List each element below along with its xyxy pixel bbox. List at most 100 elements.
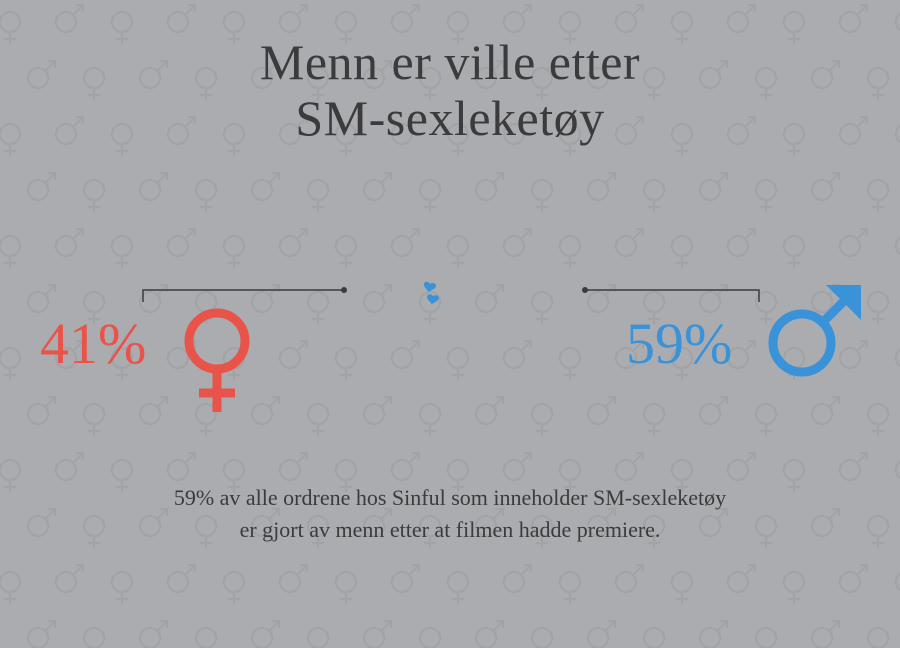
pattern-symbol (166, 563, 197, 594)
pattern-symbol (278, 563, 309, 594)
pattern-symbol (250, 619, 281, 648)
male-mini-heart (426, 294, 439, 305)
pattern-symbol (530, 290, 554, 324)
pattern-symbol (502, 563, 533, 594)
pattern-symbol (586, 171, 617, 202)
pattern-symbol (362, 171, 393, 202)
pattern-symbol (894, 124, 900, 144)
male-connector-dot (582, 287, 588, 293)
pattern-symbol (502, 3, 533, 34)
pattern-symbol (726, 227, 757, 258)
pattern-symbol (838, 339, 869, 370)
pattern-symbol (362, 507, 393, 538)
pattern-symbol (110, 570, 134, 604)
pattern-symbol (306, 290, 330, 324)
page-title-line-1: Menn er ville etter (259, 34, 641, 90)
pattern-symbol (866, 290, 890, 324)
female-percentage: 41% (40, 311, 147, 376)
pattern-symbol (838, 451, 869, 482)
pattern-symbol (782, 234, 806, 268)
pattern-symbol (54, 227, 85, 258)
pattern-symbol (110, 10, 134, 44)
pattern-symbol (754, 514, 778, 548)
pattern-symbol (390, 451, 421, 482)
male-symbol-icon (768, 285, 861, 377)
pattern-symbol (278, 451, 309, 482)
pattern-symbol (698, 171, 729, 202)
pattern-symbol (0, 234, 22, 268)
pattern-symbol (110, 346, 134, 380)
pattern-symbol (558, 122, 582, 156)
pattern-symbol (222, 122, 246, 156)
pattern-symbol (698, 59, 729, 90)
pattern-symbol (334, 10, 358, 44)
pattern-symbol (894, 348, 900, 368)
pattern-symbol (754, 626, 778, 648)
pattern-symbol (334, 458, 358, 492)
pattern-symbol (446, 570, 470, 604)
pattern-symbol (222, 458, 246, 492)
pattern-symbol (306, 514, 330, 548)
pattern-symbol (278, 115, 309, 146)
pattern-symbol (726, 339, 757, 370)
pattern-symbol (670, 122, 694, 156)
pattern-symbol (810, 619, 841, 648)
pattern-symbol (838, 227, 869, 258)
pattern-symbol (894, 460, 900, 480)
male-percentage: 59% (626, 311, 733, 376)
pattern-symbol (278, 227, 309, 258)
pattern-symbol (222, 570, 246, 604)
pattern-symbol (782, 570, 806, 604)
pattern-symbol (138, 59, 169, 90)
pattern-symbol (306, 178, 330, 212)
pattern-symbol (418, 290, 442, 324)
pattern-symbol (194, 514, 218, 548)
pattern-symbol (166, 3, 197, 34)
pattern-symbol (754, 178, 778, 212)
pattern-symbol (0, 346, 22, 380)
pattern-symbol (26, 507, 57, 538)
female-symbol-icon (184, 308, 250, 412)
pattern-symbol (222, 234, 246, 268)
pattern-symbol (362, 283, 393, 314)
pattern-symbol (558, 346, 582, 380)
pattern-symbol (82, 178, 106, 212)
pattern-symbol (642, 402, 666, 436)
pattern-symbol (530, 402, 554, 436)
pattern-symbol (54, 3, 85, 34)
pattern-symbol (670, 458, 694, 492)
pattern-symbol (670, 570, 694, 604)
pattern-symbol (446, 10, 470, 44)
pattern-symbol (530, 66, 554, 100)
pattern-symbol (726, 451, 757, 482)
pattern-symbol (642, 66, 666, 100)
pattern-symbol (810, 507, 841, 538)
pattern-symbol (698, 395, 729, 426)
pattern-symbol (26, 171, 57, 202)
pattern-symbol (586, 59, 617, 90)
pattern-symbol (838, 115, 869, 146)
pattern-symbol (194, 626, 218, 648)
pattern-symbol (390, 563, 421, 594)
pattern-symbol (0, 458, 22, 492)
pattern-symbol (82, 290, 106, 324)
pattern-symbol (446, 458, 470, 492)
pattern-symbol (810, 59, 841, 90)
pattern-symbol (586, 619, 617, 648)
pattern-symbol (558, 458, 582, 492)
pattern-symbol (194, 402, 218, 436)
female-connector-line (142, 289, 344, 302)
pattern-symbol (894, 236, 900, 256)
pattern-symbol (558, 10, 582, 44)
pattern-symbol (26, 283, 57, 314)
pattern-symbol (26, 395, 57, 426)
pattern-symbol (138, 507, 169, 538)
pattern-symbol (446, 234, 470, 268)
pattern-symbol (810, 395, 841, 426)
female-connector-dot (341, 287, 347, 293)
pattern-symbol (166, 227, 197, 258)
pattern-symbol (614, 3, 645, 34)
pattern-symbol (54, 563, 85, 594)
pattern-symbol (502, 115, 533, 146)
pattern-symbol (418, 178, 442, 212)
